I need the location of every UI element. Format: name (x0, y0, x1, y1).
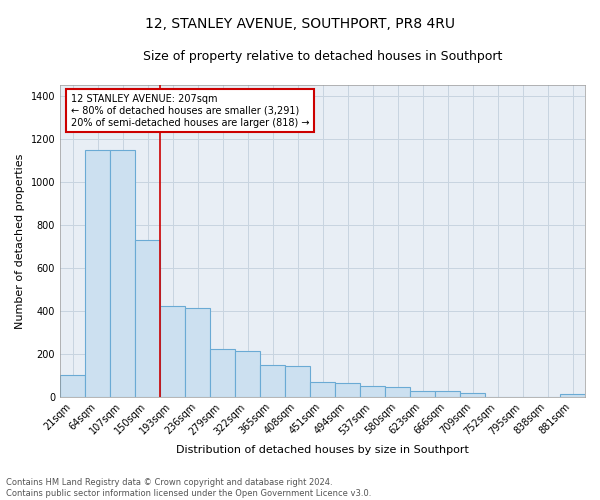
Bar (160, 306, 185, 397)
Text: 12 STANLEY AVENUE: 207sqm
← 80% of detached houses are smaller (3,291)
20% of se: 12 STANLEY AVENUE: 207sqm ← 80% of detac… (71, 94, 309, 128)
Bar (60, 376, 85, 397)
Title: Size of property relative to detached houses in Southport: Size of property relative to detached ho… (143, 50, 502, 63)
X-axis label: Distribution of detached houses by size in Southport: Distribution of detached houses by size … (176, 445, 469, 455)
Bar (260, 364, 285, 397)
Bar (335, 384, 360, 397)
Bar (85, 150, 110, 397)
Bar (310, 382, 335, 397)
Bar (235, 350, 260, 397)
Bar (435, 392, 460, 397)
Bar (185, 308, 210, 397)
Bar (560, 394, 585, 397)
Text: 12, STANLEY AVENUE, SOUTHPORT, PR8 4RU: 12, STANLEY AVENUE, SOUTHPORT, PR8 4RU (145, 18, 455, 32)
Bar (385, 387, 410, 397)
Y-axis label: Number of detached properties: Number of detached properties (15, 153, 25, 328)
Bar (460, 392, 485, 397)
Bar (285, 366, 310, 397)
Text: Contains HM Land Registry data © Crown copyright and database right 2024.
Contai: Contains HM Land Registry data © Crown c… (6, 478, 371, 498)
Bar (410, 391, 435, 397)
Bar (360, 386, 385, 397)
Bar (135, 240, 160, 397)
Bar (210, 350, 235, 397)
Bar (110, 150, 135, 397)
